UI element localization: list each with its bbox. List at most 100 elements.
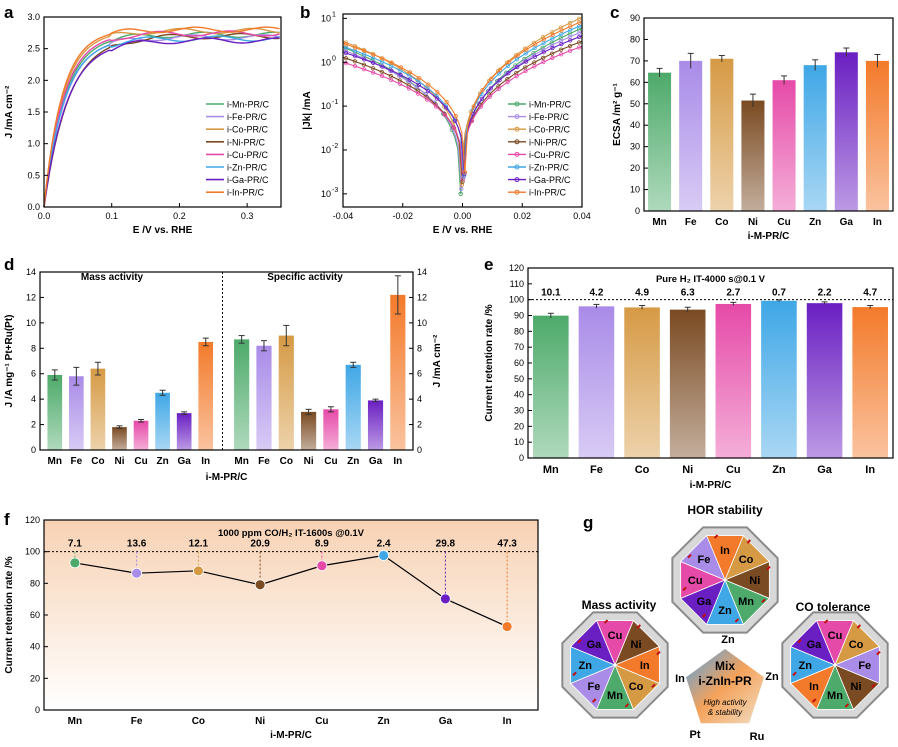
marker-Cu [415,91,421,96]
data-label: 0.7 [772,288,786,299]
legend-entry: i-In-PR/C [227,188,265,198]
marker-Cu [370,70,376,75]
marker-Ni [550,51,555,56]
marker-Cu [406,86,412,91]
x-tick-label: Fe [131,716,143,727]
bar-Cu [133,420,149,450]
arrow-mark [603,619,609,624]
marker-Ni [496,84,501,89]
x-tick-label: Ni [114,456,124,467]
arrow-mark [624,703,630,708]
curve-Zn [43,35,280,208]
x-tick-label: 0.00 [454,211,472,221]
curve-Ga [463,35,583,175]
arrow-mark [811,698,817,703]
y-axis-label: |Jk| /mA [302,91,313,129]
marker-Fe [576,30,582,35]
data-point-Mn [69,557,81,569]
legend-marker-Ni [514,139,520,145]
marker-In [435,90,440,95]
marker-In [550,32,555,37]
marker-In [489,76,494,81]
marker-Ga [515,64,520,70]
y-tick-label: 12 [26,292,36,302]
y-tick-label: 2.5 [27,44,40,54]
y-tick-label: 40 [30,642,40,652]
bar-Cu [772,80,796,211]
bar-Fe [256,345,272,450]
y-axis-label: J /mA cm⁻² [4,85,15,138]
pentagon-vertex-label: Pt [690,729,701,741]
marker-Ga [434,96,440,101]
wheel-label: Ga [587,639,603,651]
legend-entry: i-Ga-PR/C [227,175,269,185]
data-label: 20.9 [250,539,270,550]
arrow-mark [713,534,719,539]
marker-Ni [567,43,573,49]
legend-entry: i-Ga-PR/C [529,175,571,185]
x-axis-label: i-M-PR/C [270,730,312,741]
y-tick-exponent: 0 [332,55,336,62]
marker-Ga [488,86,493,91]
bar-Co [710,58,734,211]
wheel-label: Fe [858,660,871,672]
y-tick-label: 120 [509,263,524,273]
panel-letter: g [583,513,593,532]
marker-Ni [415,88,420,93]
chart-title: Pure H₂ IT-4000 s@0.1 V [656,274,766,285]
x-tick-label: Mn [543,464,559,476]
legend-marker-Zn [514,164,520,170]
wheel-label: Ni [749,575,760,587]
marker-Ga [523,59,529,64]
marker-In [568,24,573,29]
arrow-mark [577,638,582,644]
marker-Fe [477,101,482,106]
marker-Cu [523,68,528,74]
legend-entry: i-Zn-PR/C [227,163,267,173]
pentagon-vertex-label: Zn [721,634,735,646]
y-tick-exponent: -1 [332,99,338,106]
y-tick-label: 0.5 [27,170,40,180]
marker-Ga [398,72,403,77]
marker-Ga [506,71,511,76]
marker-Co [549,30,555,35]
y-tick-label: 2 [31,420,36,430]
marker-Cu [442,113,448,118]
y-tick-label: 100 [25,547,40,557]
marker-In [453,113,458,119]
legend-marker-Cu [514,151,520,157]
data-label: 4.2 [589,288,603,299]
marker-Zn [505,63,511,69]
x-tick-label: Cu [777,217,790,228]
marker-Ga [576,34,582,40]
wheel-label: Mn [827,690,843,702]
wheel-label: Fe [588,681,601,693]
bar-Ni [669,309,706,458]
wheel-hor-stability: In Co Ni Mn Zn Ga Cu Fe [671,526,779,634]
arrow-mark [734,618,740,623]
panel-d: d Mass activity Specific activity Mn Fe Co Ni C… [4,255,443,483]
x-tick-label: Cu [324,456,337,467]
legend-marker-Ga [514,177,520,183]
data-label: 2.4 [377,539,391,550]
marker-In [524,47,529,52]
panel-letter: b [300,3,310,22]
y-tick-label: 14 [26,267,36,277]
marker-Ga [497,77,502,83]
marker-Ga [541,50,546,55]
data-point-Zn [378,550,390,561]
marker-Mn [540,45,545,50]
group-title: Specific activity [267,272,343,283]
bar-Mn [533,315,569,458]
marker-Zn [532,45,537,51]
panel-letter: a [4,3,14,22]
center-note: & stability [708,708,743,717]
x-tick-label: Mn [652,217,666,228]
data-label: 7.1 [68,539,82,550]
marker-Ni [532,60,537,65]
marker-Fe [540,48,545,53]
curve-Ga [342,51,465,175]
marker-Cu [379,73,385,79]
marker-Zn [497,71,502,76]
wheel-title: Mass activity [582,598,657,612]
